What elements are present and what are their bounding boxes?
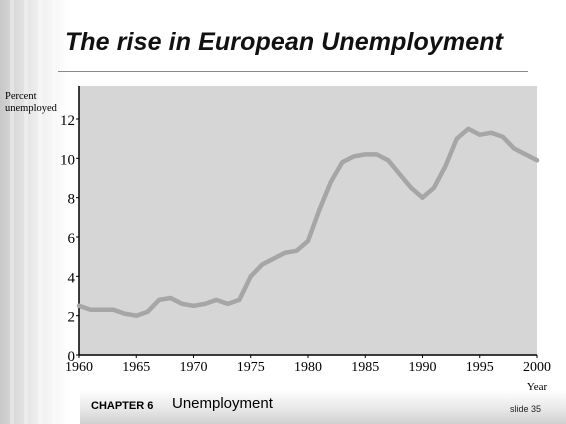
y-axis-label: Percent unemployed: [5, 91, 58, 114]
y-tick-label: 12: [60, 113, 75, 129]
y-tick-label: 4: [68, 270, 76, 286]
x-tick-label: 1995: [466, 360, 494, 375]
y-tick-label: 2: [68, 310, 76, 326]
plot-background: [79, 86, 537, 355]
series-line: [76, 126, 540, 318]
x-tick-label: 1965: [122, 360, 150, 375]
y-tick-label: 0: [68, 349, 76, 365]
y-axis: 0 2 4 6 8 10 12: [60, 86, 80, 365]
x-tick-label: 1980: [294, 360, 322, 375]
x-tick-label: 1970: [180, 360, 208, 375]
footer-chapter: CHAPTER 6: [91, 400, 154, 412]
slide-title: The rise in European Unemployment: [64, 28, 504, 56]
left-decorative-stripes: [0, 0, 70, 424]
x-tick-label: 1975: [237, 360, 265, 375]
footer-topic: Unemployment: [172, 395, 273, 412]
left-decorative-strip: [0, 0, 70, 424]
y-tick-label: 8: [68, 192, 76, 208]
x-tick-label: 2000: [523, 360, 551, 375]
x-tick-label: 1960: [65, 360, 93, 375]
footer-bar: [80, 390, 566, 424]
y-tick-label: 6: [68, 231, 76, 247]
title-rule: [58, 71, 528, 72]
x-axis: 1960 1965 1970 1975 1980 1985 1990 1995 2000: [65, 354, 551, 375]
y-tick-label: 10: [60, 152, 75, 168]
x-tick-label: 1985: [351, 360, 379, 375]
x-tick-label: 1990: [409, 360, 437, 375]
footer-slide-number: slide 35: [510, 404, 542, 414]
series-layer: [76, 126, 540, 318]
